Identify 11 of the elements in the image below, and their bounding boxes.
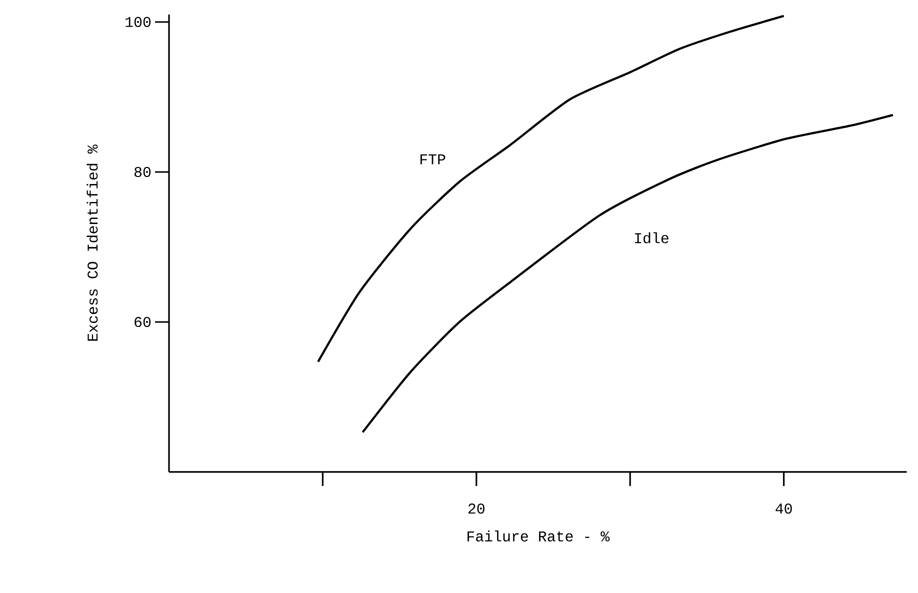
line-series [317,14,785,363]
text: Idle [635,232,668,244]
x-tick-label: 40 [776,504,792,514]
y-axis-title: Excess CO Identified % [86,144,98,341]
line-series [362,114,894,434]
x-tick-label: 20 [468,504,484,514]
y-tick-label: 80 [134,166,151,178]
x-axis-title: Failure Rate - % [468,530,610,542]
y-tick-label: 60 [134,316,151,328]
series-label: FTP [420,154,446,164]
y-tick-label: 100 [126,16,151,28]
